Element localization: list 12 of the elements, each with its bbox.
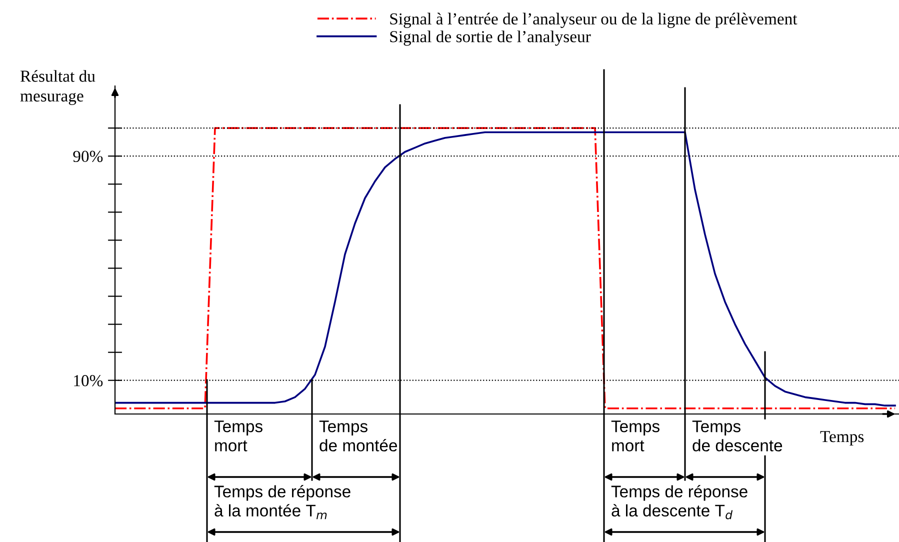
- y-tick-label: 90%: [73, 150, 103, 162]
- text: Temps de réponse à la descente T$_{d}$: [611, 485, 748, 520]
- x-axis-title: Temps: [820, 431, 864, 446]
- legend-label: Signal de sortie de l’analyseur: [390, 30, 591, 46]
- text: Temps de réponse à la montée T$_{m}$: [214, 485, 350, 520]
- text: Temps mort: [214, 420, 262, 452]
- text: Temps mort: [611, 420, 660, 452]
- text: Temps de montée: [319, 420, 398, 452]
- y-tick-label: 10%: [74, 375, 103, 386]
- y-axis-title: Résultat du mesurage: [20, 70, 96, 105]
- text: Temps de descente: [692, 420, 782, 452]
- legend-label: Signal à l’entrée de l’analyseur ou de la ligne de prélèvement: [390, 12, 798, 28]
